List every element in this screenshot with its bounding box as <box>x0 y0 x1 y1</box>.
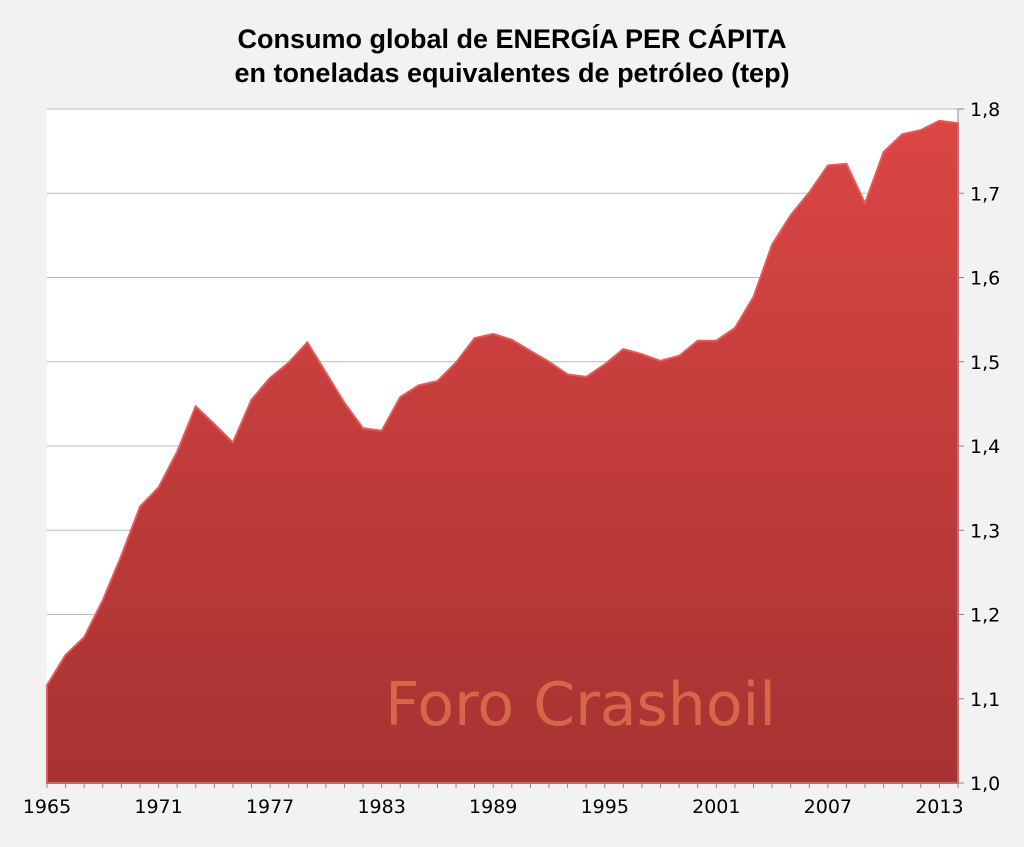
y-tick-label: 1,6 <box>970 268 1000 290</box>
chart-title-line-2: en toneladas equivalentes de petróleo (t… <box>234 58 790 88</box>
y-tick-label: 1,7 <box>970 183 1000 205</box>
x-tick-label: 2013 <box>915 796 963 818</box>
x-tick-label: 1989 <box>469 796 517 818</box>
x-tick-label: 1983 <box>357 796 405 818</box>
chart-title-line-1: Consumo global de ENERGÍA PER CÁPITA <box>237 24 787 54</box>
y-tick-label: 1,8 <box>970 99 1000 121</box>
chart-title: Consumo global de ENERGÍA PER CÁPITA en … <box>0 22 1024 90</box>
y-tick-label: 1,2 <box>970 605 1000 627</box>
watermark: Foro Crashoil <box>385 670 776 740</box>
x-tick-label: 1971 <box>134 796 182 818</box>
y-tick-label: 1,3 <box>970 520 1000 542</box>
x-tick-label: 1995 <box>581 796 629 818</box>
x-tick-label: 2001 <box>692 796 740 818</box>
x-tick-label: 1965 <box>23 796 71 818</box>
y-tick-label: 1,4 <box>970 436 1000 458</box>
x-tick-label: 2007 <box>804 796 852 818</box>
data-area <box>46 119 959 784</box>
x-tick-label: 1977 <box>246 796 294 818</box>
y-tick-label: 1,5 <box>970 352 1000 374</box>
y-tick-label: 1,0 <box>970 773 1000 795</box>
y-tick-label: 1,1 <box>970 689 1000 711</box>
